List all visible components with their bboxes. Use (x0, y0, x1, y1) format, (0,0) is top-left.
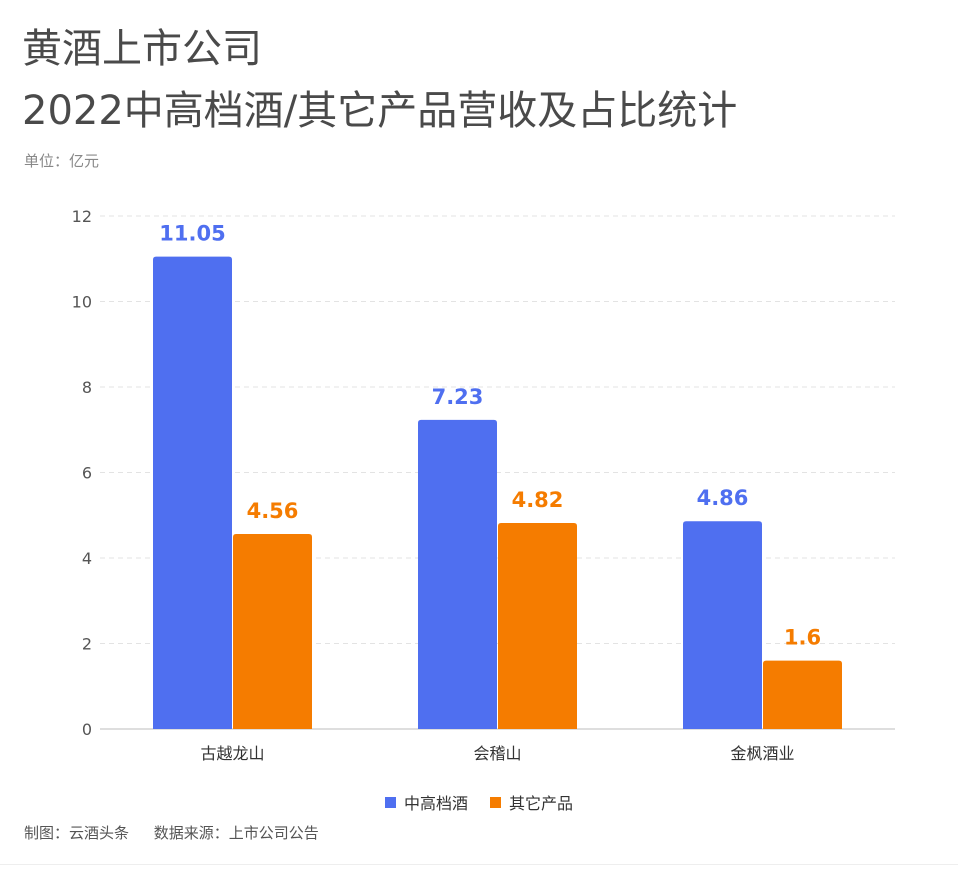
bar (763, 660, 842, 729)
bar (233, 534, 312, 729)
x-tick-label: 金枫酒业 (730, 744, 794, 763)
bar-chart: 0 2 4 6 8 10 12 11.05 4.56 7.23 4.82 4.86 1.6 古越龙山 会… (72, 207, 895, 763)
chart-title-line2: 2022中高档酒/其它产品营收及占比统计 (22, 88, 738, 134)
data-label: 7.23 (432, 385, 484, 409)
footer-maker: 制图：云酒头条 (24, 824, 130, 842)
bottom-divider (0, 864, 958, 865)
unit-label: 单位：亿元 (24, 152, 100, 170)
legend-item: 中高档酒 (384, 790, 468, 814)
legend-swatch (490, 796, 501, 808)
data-label: 4.56 (247, 499, 299, 523)
x-tick-label: 古越龙山 (200, 744, 264, 763)
y-tick-label: 12 (72, 207, 92, 226)
y-tick-label: 6 (82, 464, 92, 483)
y-tick-label: 4 (82, 549, 92, 568)
legend-swatch (384, 796, 396, 808)
chart-title-line1: 黄酒上市公司 (22, 26, 262, 72)
bars: 11.05 4.56 7.23 4.82 4.86 1.6 (153, 222, 842, 729)
data-label: 11.05 (159, 222, 225, 246)
y-tick-label: 0 (82, 720, 92, 739)
x-tick-label: 会稽山 (473, 744, 521, 763)
legend-label: 其它产品 (509, 794, 574, 813)
bar (153, 256, 232, 729)
y-axis: 0 2 4 6 8 10 12 (72, 207, 92, 739)
y-tick-label: 2 (82, 635, 92, 654)
legend-label: 中高档酒 (403, 794, 468, 813)
x-axis: 古越龙山 会稽山 金枫酒业 (200, 744, 794, 763)
legend: 中高档酒 其它产品 (0, 790, 958, 814)
data-label: 1.6 (784, 626, 821, 650)
data-label: 4.82 (512, 488, 564, 512)
y-tick-label: 10 (72, 293, 92, 312)
gridlines (100, 215, 895, 730)
footer-source: 数据来源：上市公司公告 (153, 824, 319, 842)
footer: 制图：云酒头条 数据来源：上市公司公告 (24, 822, 319, 843)
data-label: 4.86 (697, 486, 749, 510)
y-tick-label: 8 (82, 378, 92, 397)
bar (498, 522, 577, 729)
bar (418, 419, 497, 729)
legend-item: 其它产品 (490, 790, 573, 814)
bar (683, 521, 762, 729)
